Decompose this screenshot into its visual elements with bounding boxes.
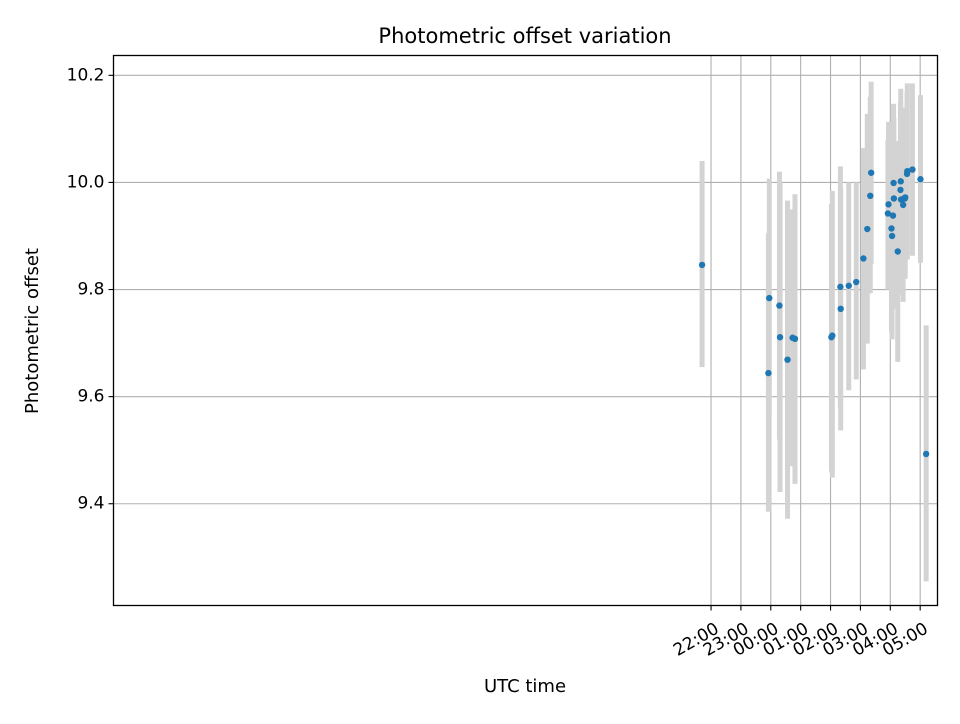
data-point	[784, 356, 791, 363]
data-point	[853, 278, 860, 286]
error-bars	[699, 81, 929, 582]
y-tick-label: 9.8	[77, 280, 104, 300]
data-point	[888, 232, 896, 240]
data-point	[889, 212, 897, 219]
data-point	[791, 335, 799, 343]
data-point	[829, 332, 836, 339]
data-point	[904, 167, 911, 175]
x-axis-label: UTC time	[484, 676, 566, 697]
data-point	[845, 282, 852, 289]
y-tick-label: 9.6	[77, 387, 104, 407]
data-point	[776, 333, 784, 341]
data-point	[776, 302, 783, 309]
chart-title: Photometric offset variation	[378, 24, 671, 48]
data-point	[864, 225, 871, 233]
data-point	[885, 201, 892, 208]
data-point	[902, 194, 909, 201]
y-tick-label: 10.2	[67, 65, 105, 85]
data-point	[837, 283, 844, 291]
data-point	[922, 450, 930, 458]
data-point	[890, 195, 898, 202]
data-point	[897, 178, 904, 185]
data-point	[888, 225, 895, 232]
data-point	[766, 294, 773, 302]
data-point	[899, 201, 907, 209]
y-tick-label: 9.4	[77, 494, 104, 514]
y-axis-label: Photometric offset	[22, 248, 43, 414]
data-point	[765, 369, 772, 377]
data-point	[917, 176, 924, 183]
data-point	[894, 248, 901, 255]
data-point	[890, 179, 897, 187]
data-point	[867, 192, 874, 200]
data-points	[698, 166, 930, 458]
plot-frame	[112, 54, 939, 607]
data-point	[897, 186, 904, 194]
data-point	[884, 210, 892, 217]
data-point	[867, 169, 875, 176]
y-tick-label: 10.0	[67, 172, 105, 192]
y-axis-ticks: 9.4 9.6 9.8 10.0 10.2	[67, 65, 114, 514]
data-point	[837, 305, 844, 313]
data-point	[698, 261, 706, 269]
data-point	[909, 166, 916, 173]
data-point	[860, 255, 867, 262]
grid	[113, 55, 938, 606]
